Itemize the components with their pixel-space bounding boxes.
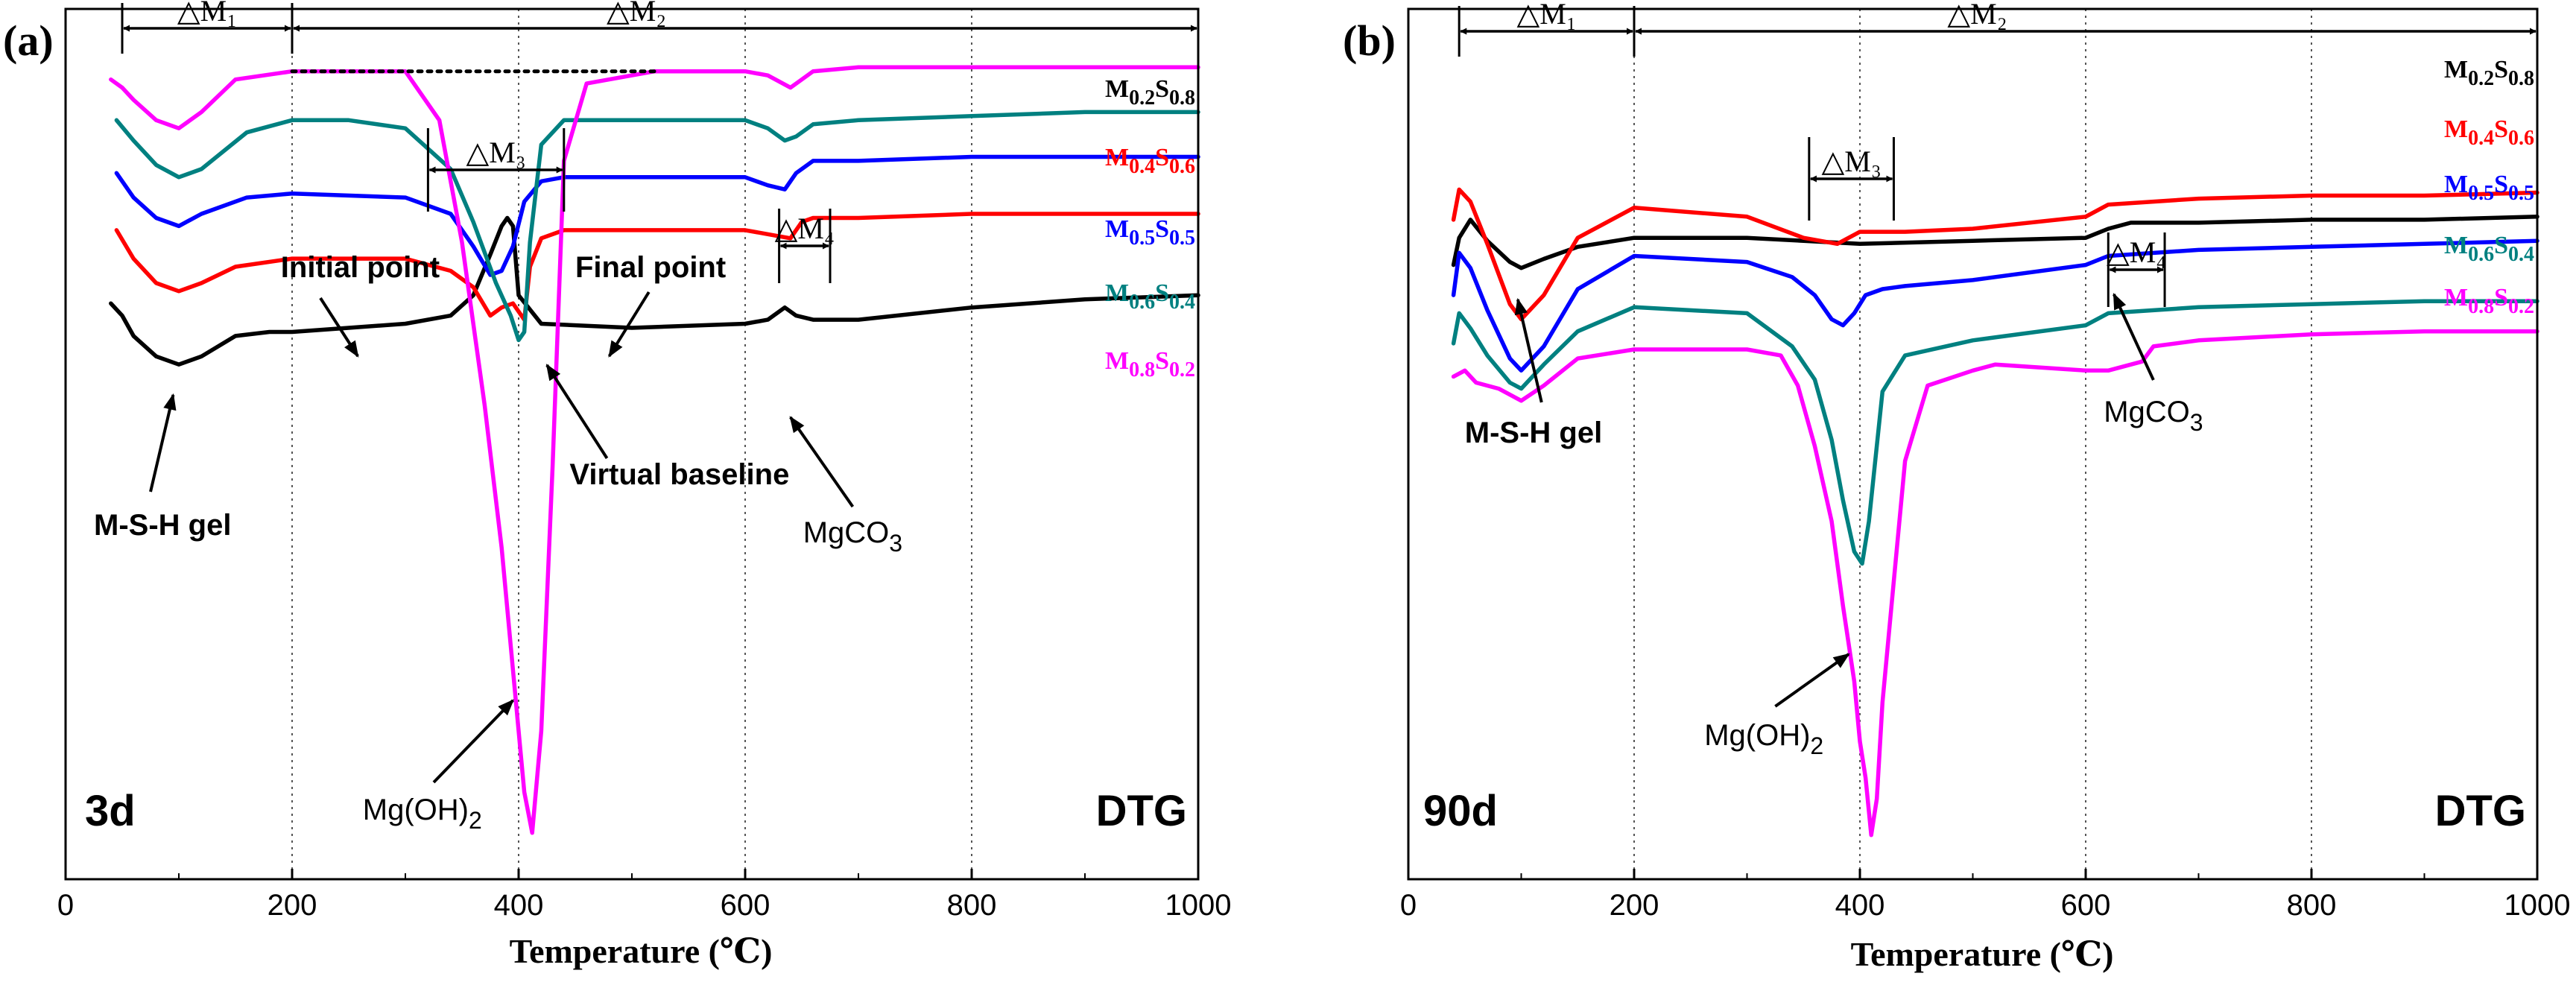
- panel-a-x-axis-title-main: Temperature: [510, 932, 700, 970]
- panel-a-mass-loss-regions: △M₁ △M₂ △M₃ △M₄: [121, 0, 1197, 283]
- series-label-m0.4-s0.6: M0.4S0.6: [1105, 144, 1195, 178]
- panel-b-x-axis-title-unit: (℃): [2050, 935, 2114, 973]
- panel-a: 0 200 400 600 800 1000 △M₁ △M₂△M₃△M₄ M0.2S0.8M…: [3, 0, 1231, 970]
- x-tick-label-0: 0: [57, 889, 74, 922]
- series-label-m0.2-s0.8: M0.2S0.8: [1105, 75, 1195, 110]
- panel-b-x-ticks: 0 200 400 600 800 1000: [1400, 869, 2571, 922]
- panel-a-series-labels: M0.2S0.8 M0.4S0.6 M0.5S0.5 M0.6S0.4 M0.8S0.2: [1105, 75, 1195, 381]
- panel-b-curves: [1451, 187, 2539, 837]
- x-tick-label-800: 800: [947, 889, 997, 922]
- annotation-virtual-baseline: Virtual baseline: [569, 458, 789, 491]
- panel-b-series-labels: M0.2S0.8 M0.4S0.6 M0.5S0.5 M0.6S0.4 M0.8S0.2: [2444, 56, 2534, 318]
- series-label-m0.8-s0.2: M0.8S0.2: [2444, 284, 2534, 318]
- x-tick-label-600: 600: [2061, 889, 2111, 922]
- region-dm3-label: △M₃: [1821, 145, 1881, 178]
- arrow-mgco3: [789, 416, 855, 508]
- region-dm1-label: △M₁: [177, 0, 237, 28]
- series-line-m0.4-s0.6: [114, 212, 1200, 322]
- annotation-initial-point: Initial point: [281, 251, 440, 284]
- panel-a-label: (a): [3, 16, 54, 65]
- series-line-m0.5-s0.5: [114, 154, 1200, 277]
- panel-b-mass-loss-regions: △M₁ △M₂ △M₃ △M₄: [1458, 0, 2537, 307]
- panel-a-x-ticks: 0 200 400 600 800 1000: [57, 869, 1232, 922]
- x-tick-label-1000: 1000: [2504, 889, 2571, 922]
- region-dm2-label: △M₂: [607, 0, 666, 28]
- series-label-m0.2-s0.8: M0.2S0.8: [2444, 56, 2534, 90]
- annotation-mgco3: MgCO3: [803, 516, 902, 557]
- panel-b-x-axis-title-main: Temperature: [1851, 935, 2042, 973]
- arrow-virtual-baseline: [545, 364, 609, 460]
- panel-a-gridlines: [291, 9, 972, 879]
- panel-b-annotations: M-S-H gel Mg(OH)2 MgCO3: [1465, 293, 2203, 759]
- x-tick-label-200: 200: [1610, 889, 1659, 922]
- panel-b-age-label: 90d: [1423, 787, 1498, 835]
- arrow-mgco3: [2113, 293, 2155, 381]
- series-label-m0.6-s0.4: M0.6S0.4: [2444, 232, 2534, 266]
- arrow-initial-point: [319, 297, 359, 358]
- panel-a-x-axis-title: Temperature (℃): [510, 932, 773, 970]
- x-tick-label-800: 800: [2287, 889, 2337, 922]
- x-tick-label-400: 400: [1835, 889, 1885, 922]
- series-line-m0.2-s0.8: [109, 215, 1200, 367]
- arrow-final-point: [607, 291, 651, 358]
- region-dm2-label: △M₂: [1947, 0, 2007, 31]
- annotation-msh-gel: M-S-H gel: [94, 509, 231, 542]
- panel-a-technique-label: DTG: [1096, 787, 1187, 835]
- region-dm1-label: △M₁: [1516, 0, 1576, 31]
- panel-a-x-axis-title-unit: (℃): [709, 932, 773, 970]
- panel-a-curves: [109, 65, 1200, 835]
- series-line-m0.6-s0.4: [1451, 299, 2539, 566]
- series-label-m0.4-s0.6: M0.4S0.6: [2444, 115, 2534, 150]
- region-dm4-label: △M₄: [2107, 235, 2166, 269]
- arrow-mg-oh-2: [1774, 653, 1850, 708]
- series-label-m0.8-s0.2: M0.8S0.2: [1105, 347, 1195, 381]
- series-line-m0.4-s0.6: [1451, 187, 2539, 322]
- x-tick-label-1000: 1000: [1165, 889, 1232, 922]
- panel-b-label: (b): [1343, 16, 1396, 65]
- x-tick-label-200: 200: [268, 889, 317, 922]
- arrow-msh-gel: [149, 393, 177, 493]
- series-line-m0.8-s0.2: [1451, 329, 2539, 837]
- arrow-mg-oh-2: [432, 699, 514, 784]
- x-tick-label-600: 600: [721, 889, 770, 922]
- series-line-m0.8-s0.2: [109, 65, 1200, 835]
- panel-b: 0 200 400 600 800 1000 △M₁ △M₂△M₃△M₄ M0.2S0.8M…: [1343, 0, 2570, 973]
- panel-a-annotations: M-S-H gel Mg(OH)2 MgCO3 Initial point Final …: [94, 69, 902, 834]
- region-dm3-label: △M₃: [466, 136, 525, 169]
- arrow-msh-gel: [1514, 297, 1543, 403]
- x-tick-label-0: 0: [1400, 889, 1417, 922]
- panel-a-age-label: 3d: [85, 787, 136, 835]
- annotation-final-point: Final point: [575, 251, 726, 284]
- x-tick-label-400: 400: [494, 889, 544, 922]
- annotation-mg-oh-2: Mg(OH)2: [1704, 719, 1823, 759]
- annotation-mg-oh-2: Mg(OH)2: [363, 794, 482, 834]
- region-dm4-label: △M₄: [775, 212, 835, 245]
- panel-b-x-axis-title: Temperature (℃): [1851, 935, 2114, 973]
- series-label-m0.5-s0.5: M0.5S0.5: [2444, 171, 2534, 205]
- annotation-msh-gel: M-S-H gel: [1465, 417, 1602, 449]
- panel-b-technique-label: DTG: [2435, 787, 2526, 835]
- series-label-m0.5-s0.5: M0.5S0.5: [1105, 215, 1195, 250]
- series-line-m0.6-s0.4: [114, 110, 1200, 343]
- series-label-m0.6-s0.4: M0.6S0.4: [1105, 279, 1195, 314]
- annotation-mgco3: MgCO3: [2104, 396, 2203, 436]
